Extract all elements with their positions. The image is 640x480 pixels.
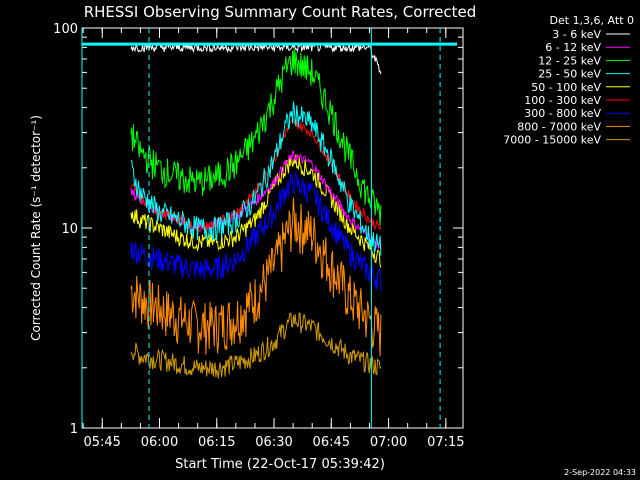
legend-label: 100 - 300 keV bbox=[524, 94, 601, 107]
legend-label: 12 - 25 keV bbox=[538, 54, 601, 67]
x-tick-label: 07:00 bbox=[370, 435, 407, 450]
x-tick-label: 07:15 bbox=[427, 435, 464, 450]
legend-label: 300 - 800 keV bbox=[524, 107, 601, 120]
legend-label: 3 - 6 keV bbox=[552, 28, 601, 41]
legend-label: 800 - 7000 keV bbox=[517, 120, 601, 133]
overlay-layer bbox=[81, 28, 457, 428]
axis-layer: 05:45 06:00 06:15 06:30 06:45 07:00 07:15 1 10 10… bbox=[53, 22, 464, 450]
x-tick-label: 06:30 bbox=[255, 435, 292, 450]
y-tick-label: 10 bbox=[61, 222, 78, 237]
x-tick-label: 06:00 bbox=[141, 435, 178, 450]
y-tick-label: 1 bbox=[70, 422, 78, 437]
legend-label: 6 - 12 keV bbox=[545, 41, 601, 54]
series-line-7000-15000-kev bbox=[130, 312, 382, 379]
y-tick-label: 100 bbox=[53, 22, 78, 37]
series-layer bbox=[130, 41, 382, 379]
plot-frame bbox=[81, 27, 464, 429]
series-line-800-7000-kev bbox=[130, 197, 382, 357]
series-line-12-25-kev bbox=[130, 48, 382, 226]
series-line-25-50-kev bbox=[130, 101, 382, 256]
series-line-3-6-kev bbox=[130, 41, 382, 75]
series-line-6-12-kev bbox=[130, 149, 382, 250]
y-axis-label: Corrected Count Rate (s⁻¹ detector⁻¹) bbox=[29, 115, 43, 341]
x-axis-label: Start Time (22-Oct-17 05:39:42) bbox=[175, 457, 385, 472]
x-tick-label: 05:45 bbox=[83, 435, 120, 450]
legend-header: Det 1,3,6, Att 0 bbox=[550, 14, 634, 27]
x-tick-label: 06:15 bbox=[198, 435, 235, 450]
legend-label: 25 - 50 keV bbox=[538, 68, 601, 81]
footer-date: 2-Sep-2022 04:33 bbox=[564, 468, 636, 477]
series-line-50-100-kev bbox=[130, 154, 382, 268]
legend-label: 50 - 100 keV bbox=[531, 81, 601, 94]
series-line-300-800-kev bbox=[130, 171, 382, 292]
chart-title: RHESSI Observing Summary Count Rates, Co… bbox=[84, 3, 477, 21]
x-tick-label: 06:45 bbox=[313, 435, 350, 450]
series-line-100-300-kev bbox=[130, 118, 382, 233]
legend-label: 7000 - 15000 keV bbox=[503, 134, 601, 147]
